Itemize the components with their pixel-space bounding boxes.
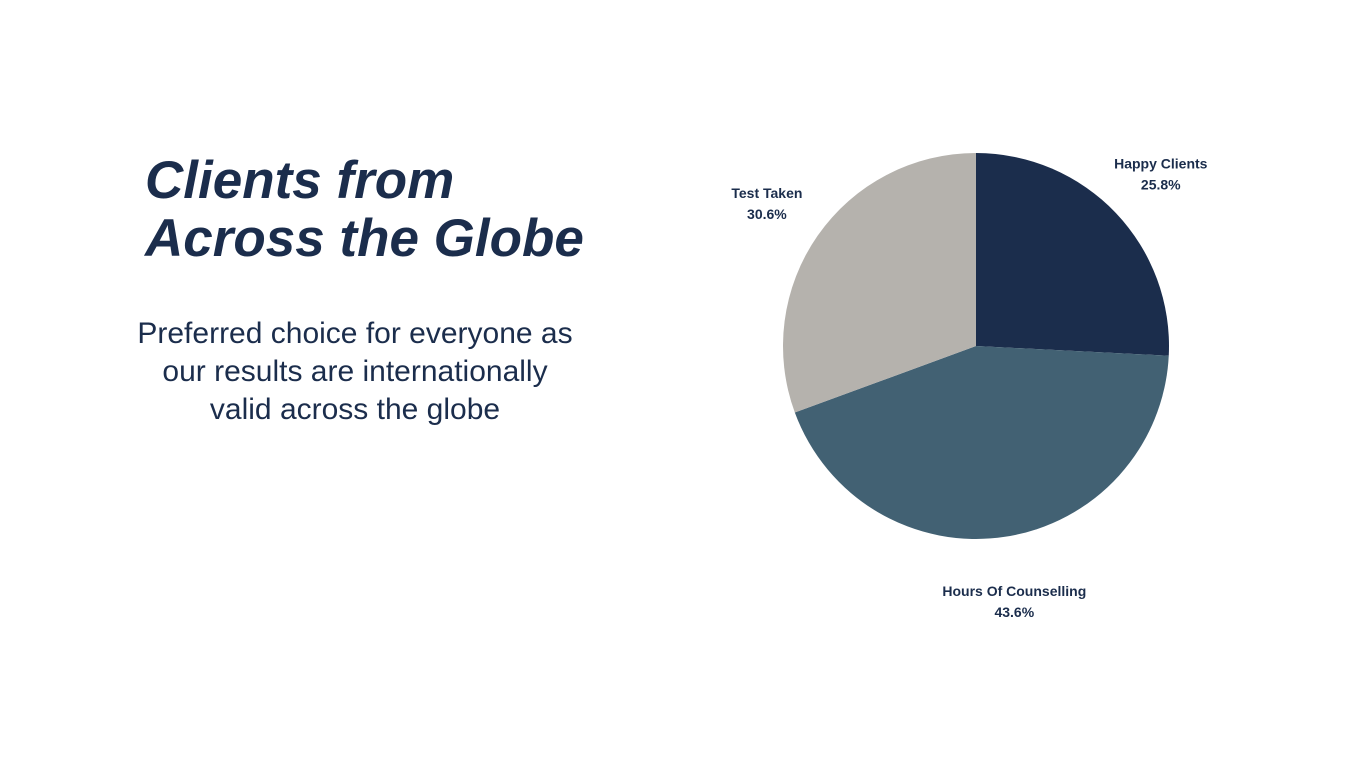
pie-slices bbox=[783, 153, 1169, 540]
pie-slice-test-taken bbox=[783, 153, 976, 413]
pie-labels: Happy Clients 25.8% Hours Of Counselling 43… bbox=[731, 155, 1207, 620]
pie-label-value: 25.8% bbox=[1141, 176, 1181, 192]
slide-title-line-1: Clients from bbox=[145, 151, 455, 210]
slide-title-line-2: Across the Globe bbox=[145, 209, 584, 268]
pie-label-value: 30.6% bbox=[747, 206, 787, 222]
pie-slice-hours-of-counselling bbox=[794, 346, 1169, 540]
slide-description: Preferred choice for everyone as our res… bbox=[137, 317, 573, 426]
pie-slice-happy-clients bbox=[976, 153, 1169, 356]
pie-label-name: Hours Of Counselling bbox=[942, 583, 1086, 599]
slide-title: Clients from Across the Globe bbox=[145, 152, 615, 268]
pie-label-name: Test Taken bbox=[731, 185, 802, 201]
pie-label-name: Happy Clients bbox=[1114, 155, 1208, 171]
pie-label-value: 43.6% bbox=[994, 604, 1034, 620]
